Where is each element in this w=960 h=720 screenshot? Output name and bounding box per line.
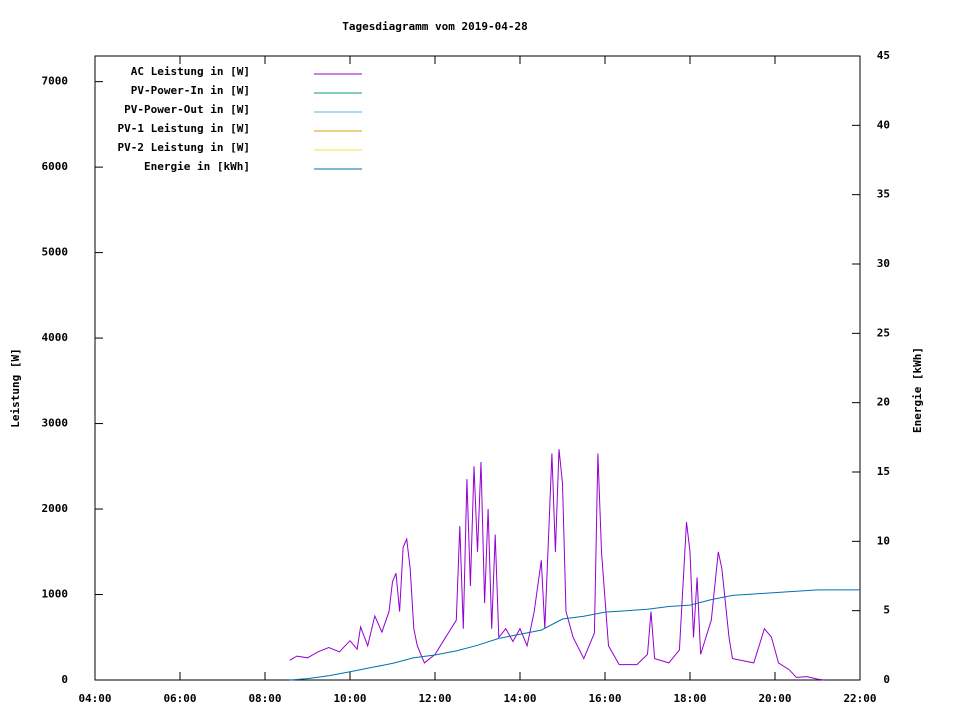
y-axis-label: Leistung [W] — [9, 348, 22, 427]
y-tick-label: 5000 — [42, 246, 69, 259]
legend-label: PV-1 Leistung in [W] — [118, 122, 250, 135]
y2-tick-label: 10 — [877, 534, 890, 547]
x-tick-label: 10:00 — [333, 692, 366, 705]
x-tick-label: 06:00 — [163, 692, 196, 705]
y2-tick-label: 45 — [877, 49, 890, 62]
y-tick-label: 7000 — [42, 75, 69, 88]
x-tick-label: 08:00 — [248, 692, 281, 705]
y2-tick-label: 5 — [883, 604, 890, 617]
series-line — [289, 589, 860, 681]
y2-tick-label: 15 — [877, 465, 890, 478]
legend-label: PV-Power-In in [W] — [131, 84, 250, 97]
y2-tick-label: 25 — [877, 326, 890, 339]
y2-tick-label: 20 — [877, 396, 890, 409]
x-tick-label: 20:00 — [758, 692, 791, 705]
series-line — [289, 449, 825, 681]
x-tick-label: 14:00 — [503, 692, 536, 705]
y-tick-label: 6000 — [42, 160, 69, 173]
x-tick-label: 16:00 — [588, 692, 621, 705]
legend-label: AC Leistung in [W] — [131, 65, 250, 78]
legend-label: Energie in [kWh] — [144, 160, 250, 173]
legend-label: PV-Power-Out in [W] — [124, 103, 250, 116]
y-tick-label: 3000 — [42, 417, 69, 430]
x-tick-label: 18:00 — [673, 692, 706, 705]
y2-tick-label: 35 — [877, 188, 890, 201]
y-tick-label: 1000 — [42, 588, 69, 601]
chart-title: Tagesdiagramm vom 2019-04-28 — [342, 20, 527, 33]
x-tick-label: 12:00 — [418, 692, 451, 705]
y-tick-label: 0 — [61, 673, 68, 686]
y-tick-label: 2000 — [42, 502, 69, 515]
y2-tick-label: 0 — [883, 673, 890, 686]
y-tick-label: 4000 — [42, 331, 69, 344]
legend-label: PV-2 Leistung in [W] — [118, 141, 250, 154]
y2-tick-label: 40 — [877, 118, 890, 131]
y2-axis-label: Energie [kWh] — [911, 347, 924, 433]
x-tick-label: 22:00 — [843, 692, 876, 705]
plot-frame — [94, 55, 861, 681]
x-tick-label: 04:00 — [78, 692, 111, 705]
y2-tick-label: 30 — [877, 257, 890, 270]
